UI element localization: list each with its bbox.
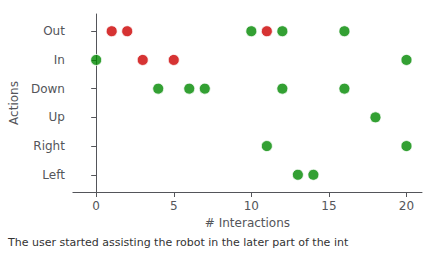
svg-text:20: 20 <box>399 199 414 213</box>
svg-text:Down: Down <box>31 82 65 96</box>
svg-text:0: 0 <box>92 199 100 213</box>
svg-text:# Interactions: # Interactions <box>205 216 290 230</box>
svg-text:10: 10 <box>244 199 259 213</box>
svg-text:15: 15 <box>321 199 336 213</box>
svg-text:Right: Right <box>33 139 65 153</box>
svg-text:Up: Up <box>48 110 64 124</box>
svg-text:Out: Out <box>43 24 65 38</box>
svg-text:Actions: Actions <box>7 81 21 125</box>
svg-text:In: In <box>54 53 65 67</box>
svg-text:The user started assisting the: The user started assisting the robot in … <box>7 236 349 249</box>
svg-text:Left: Left <box>42 168 65 182</box>
svg-text:5: 5 <box>170 199 178 213</box>
